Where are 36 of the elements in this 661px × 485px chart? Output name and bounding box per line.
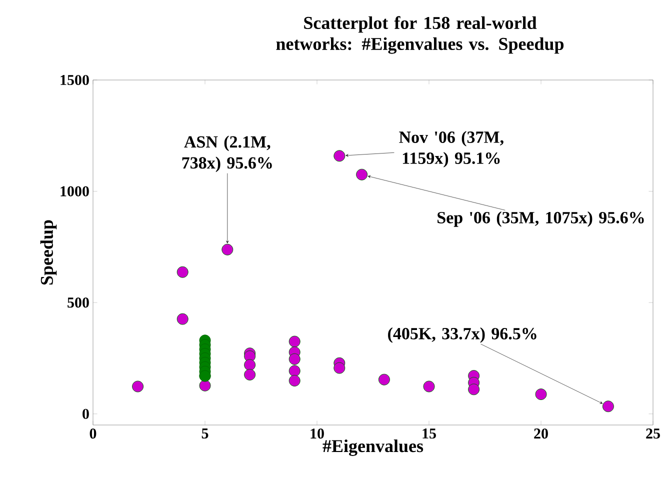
point: [468, 384, 480, 396]
x-tick-label: 20: [534, 428, 548, 439]
y-tick-label: 1000: [60, 186, 89, 196]
point: [423, 380, 435, 392]
point: [334, 150, 346, 162]
point: [199, 380, 211, 392]
chart-title: Scatterplot for 158 real-world networks: #Eigenvalues vs. Speedup: [276, 16, 564, 54]
x-tick-label: 0: [90, 428, 96, 439]
annotation: Nov '06 (37M, 1159x) 95.1%: [399, 131, 504, 168]
point: [244, 359, 256, 371]
point: [176, 313, 188, 325]
y-tick-label: 0: [82, 408, 89, 419]
point: [356, 168, 368, 180]
point: [334, 362, 346, 374]
point: [602, 400, 614, 412]
x-tick-label: 15: [422, 428, 436, 439]
point: [222, 244, 234, 256]
point: [288, 374, 300, 386]
point: [535, 388, 547, 400]
point: [378, 374, 390, 386]
x-tick-label: 5: [202, 428, 208, 438]
y-tick-label: 500: [68, 298, 89, 308]
point: [288, 365, 300, 377]
x-tick-label: 10: [310, 428, 324, 439]
annotation: (405K, 33.7x) 96.5%: [388, 327, 536, 343]
x-axis-title: #Eigenvalues: [322, 439, 424, 456]
point: [244, 368, 256, 380]
annotation: ASN (2.1M, 738x) 95.6%: [182, 136, 272, 172]
x-tick-label: 25: [646, 428, 660, 439]
annotation: Sep '06 (35M, 1075x) 95.6%: [438, 211, 644, 227]
y-tick-label: 1500: [60, 74, 89, 86]
point: [176, 266, 188, 278]
point: [132, 380, 144, 392]
point: [288, 353, 300, 365]
point: [288, 336, 300, 348]
y-axis-title: Speedup: [40, 220, 57, 285]
